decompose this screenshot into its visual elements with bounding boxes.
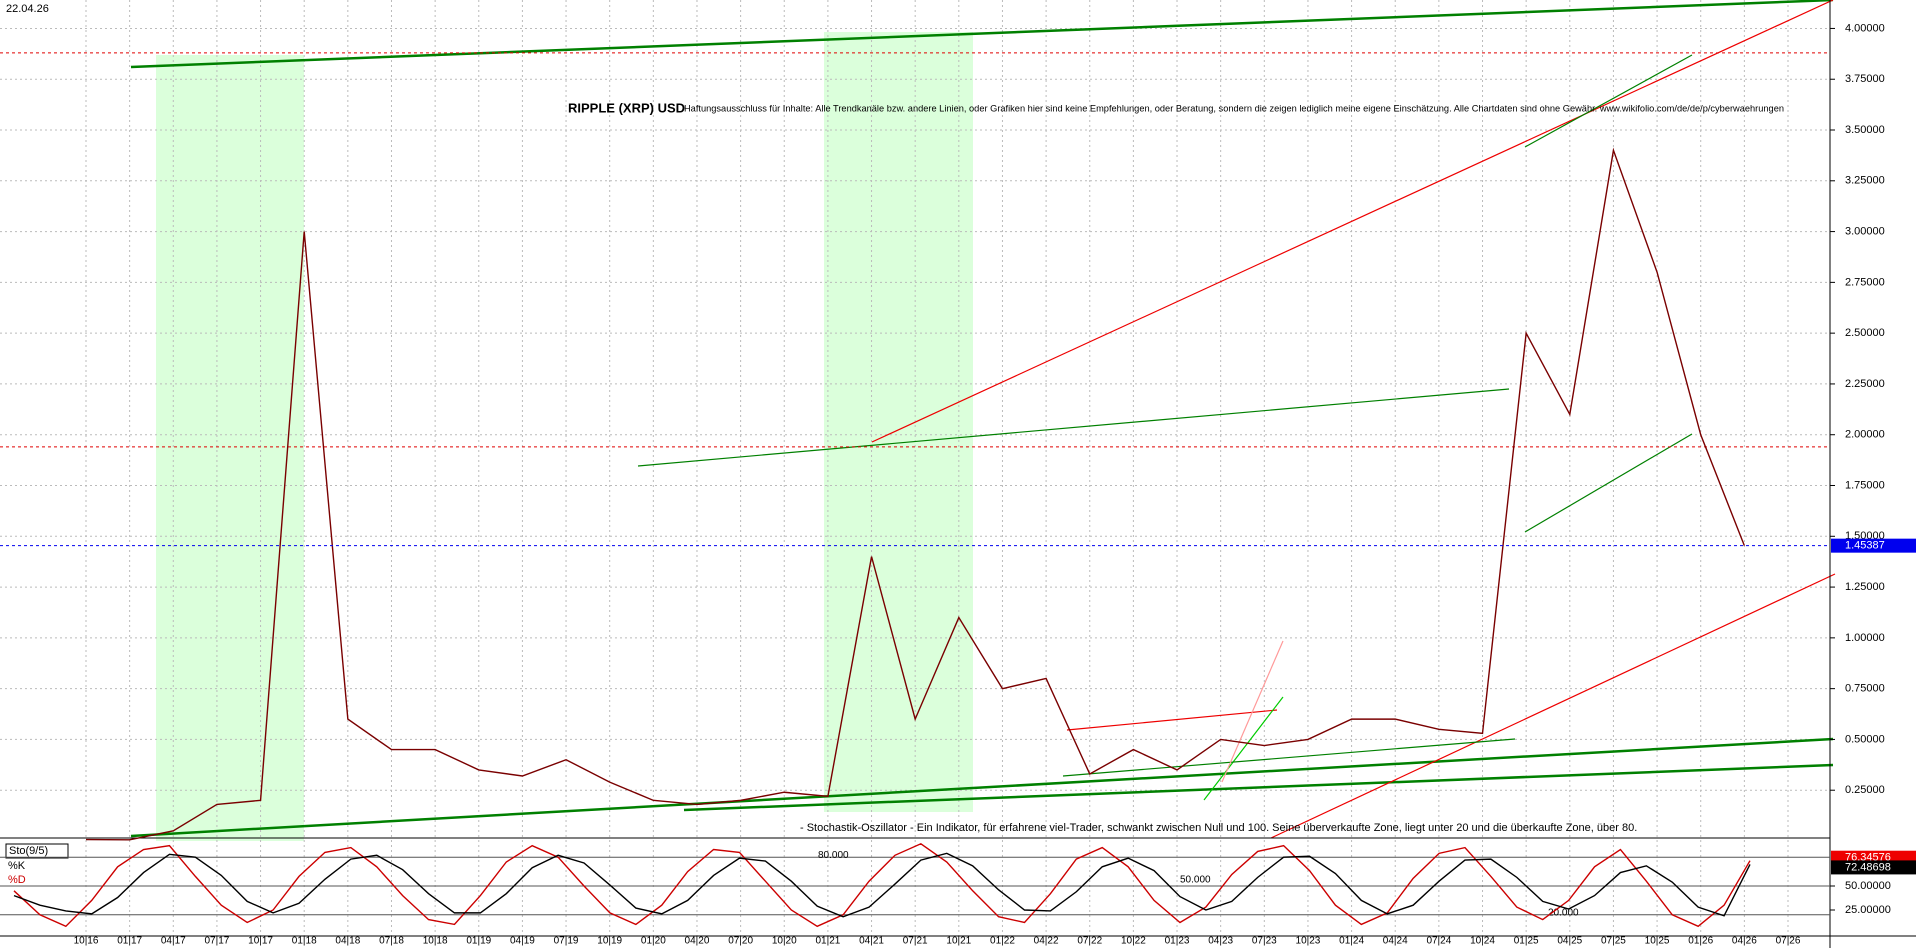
- last-price-label: 1.45387: [1845, 540, 1885, 552]
- annotation: - Stochastik-Oszillator - Ein Indikator,…: [800, 822, 1637, 834]
- x-tick-label: 10|20: [772, 936, 797, 947]
- y-tick-label: 3.75000: [1845, 73, 1885, 85]
- x-tick-label: 01|17: [117, 936, 142, 947]
- y-tick-label: 3.50000: [1845, 124, 1885, 136]
- x-tick-label: 04|18: [335, 936, 360, 947]
- y-tick-label: 3.25000: [1845, 175, 1885, 187]
- y-tick-label: 4.00000: [1845, 22, 1885, 34]
- x-tick-label: 04|20: [685, 936, 710, 947]
- y-tick-label: 0.50000: [1845, 733, 1885, 745]
- level-label: 50.000: [1180, 875, 1211, 886]
- x-tick-label: 07|25: [1601, 936, 1626, 947]
- data-line: [13, 852, 1751, 918]
- x-tick-label: 07|23: [1252, 936, 1277, 947]
- y-tick-label: 50.00000: [1845, 880, 1891, 892]
- trend-line: [1203, 696, 1284, 801]
- trend-line: [130, 0, 1834, 69]
- x-tick-label: 10|24: [1470, 936, 1495, 947]
- x-tick-label: 04|25: [1557, 936, 1582, 947]
- y-tick-label: 25.00000: [1845, 904, 1891, 916]
- x-tick-label: 10|23: [1296, 936, 1321, 947]
- disclaimer: Haftungsausschluss für Inhalte: Alle Tre…: [684, 104, 1784, 115]
- last-value-label: 72.48698: [1845, 861, 1891, 873]
- y-tick-label: 2.25000: [1845, 378, 1885, 390]
- x-tick-label: 07|18: [379, 936, 404, 947]
- highlight-zone: [156, 55, 304, 841]
- y-tick-label: 1.00000: [1845, 632, 1885, 644]
- x-tick-label: 04|23: [1208, 936, 1233, 947]
- x-tick-label: 10|21: [946, 936, 971, 947]
- x-tick-label: 10|19: [597, 936, 622, 947]
- x-tick-label: 07|22: [1077, 936, 1102, 947]
- trend-line: [637, 388, 1510, 467]
- x-tick-label: 01|18: [292, 936, 317, 947]
- x-tick-label: 07|20: [728, 936, 753, 947]
- y-tick-label: 0.75000: [1845, 683, 1885, 695]
- data-line: [85, 147, 1746, 841]
- date-label: 22.04.26: [6, 3, 49, 15]
- y-tick-label: 1.25000: [1845, 581, 1885, 593]
- x-tick-label: 10|22: [1121, 936, 1146, 947]
- indicator-box: [5, 843, 69, 859]
- x-tick-label: 10|18: [423, 936, 448, 947]
- y-tick-label: 1.75000: [1845, 479, 1885, 491]
- x-tick-label: 07|24: [1426, 936, 1451, 947]
- level-label: 20.000: [1548, 907, 1579, 918]
- chart-title: RIPPLE (XRP) USD: [568, 100, 685, 115]
- x-tick-label: 01|26: [1688, 936, 1713, 947]
- legend-label: %K: [8, 860, 26, 872]
- x-tick-label: 04|17: [161, 936, 186, 947]
- trend-line: [130, 737, 1834, 838]
- x-tick-label: 04|22: [1034, 936, 1059, 947]
- trend-line: [1524, 433, 1693, 533]
- legend-label: %D: [8, 874, 26, 886]
- last-price-box: [1831, 538, 1916, 553]
- trend-line: [683, 763, 1834, 812]
- level-label: 80.000: [818, 850, 849, 861]
- y-tick-label: 2.50000: [1845, 327, 1885, 339]
- y-tick-label: 0.25000: [1845, 784, 1885, 796]
- trend-line: [1270, 573, 1836, 839]
- trend-lines: [130, 0, 1836, 839]
- x-tick-label: 04|19: [510, 936, 535, 947]
- trend-line: [1066, 709, 1278, 731]
- trend-line: [1221, 640, 1284, 783]
- last-value-box: [1831, 860, 1916, 875]
- x-tick-label: 10|16: [74, 936, 99, 947]
- x-tick-label: 07|21: [903, 936, 928, 947]
- y-tick-label: 3.00000: [1845, 225, 1885, 237]
- data-line: [13, 842, 1751, 928]
- x-tick-label: 10|25: [1645, 936, 1670, 947]
- x-tick-label: 07|17: [205, 936, 230, 947]
- trend-line: [1524, 54, 1693, 148]
- x-tick-label: 04|24: [1383, 936, 1408, 947]
- x-tick-label: 04|21: [859, 936, 884, 947]
- x-tick-label: 10|17: [248, 936, 273, 947]
- grid: [0, 0, 1830, 936]
- indicator-title: Sto(9/5): [9, 845, 48, 857]
- y-tick-label: 2.00000: [1845, 429, 1885, 441]
- x-tick-label: 01|19: [466, 936, 491, 947]
- x-tick-label: 01|23: [1165, 936, 1190, 947]
- x-tick-label: 01|25: [1514, 936, 1539, 947]
- x-tick-label: 01|24: [1339, 936, 1364, 947]
- trend-line: [871, 0, 1834, 443]
- y-tick-label: 2.75000: [1845, 276, 1885, 288]
- x-tick-label: 07|19: [554, 936, 579, 947]
- x-tick-label: 01|22: [990, 936, 1015, 947]
- trend-line: [1062, 738, 1516, 777]
- x-tick-label: 01|21: [815, 936, 840, 947]
- x-tick-label: 04|26: [1732, 936, 1757, 947]
- x-tick-label: 07|26: [1776, 936, 1801, 947]
- x-tick-label: 01|20: [641, 936, 666, 947]
